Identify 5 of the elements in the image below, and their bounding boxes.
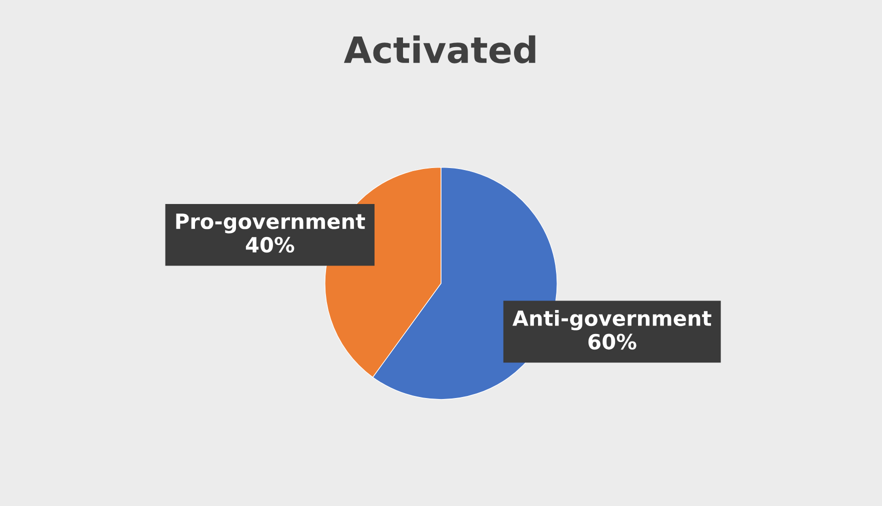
data-label: 60%	[588, 334, 636, 350]
chart-title: Activated	[344, 35, 536, 64]
data-label: 40%	[246, 236, 294, 253]
slice-label: Anti-government	[512, 310, 712, 330]
slice-label: Pro-government	[176, 214, 366, 234]
